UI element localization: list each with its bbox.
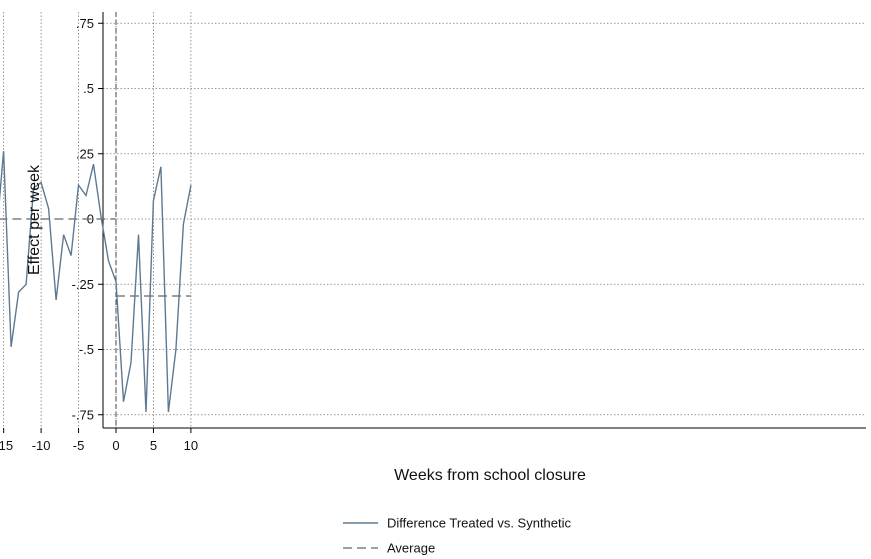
legend-label-difference: Difference Treated vs. Synthetic xyxy=(387,516,572,531)
x-tick-label: -10 xyxy=(32,438,51,453)
series xyxy=(0,12,192,428)
y-tick-label: -.5 xyxy=(79,342,94,357)
x-tick-label: -15 xyxy=(0,438,13,453)
legend: Difference Treated vs. Synthetic Average xyxy=(343,516,572,556)
y-tick-label: .75 xyxy=(76,16,94,31)
y-axis-title: Effect per week xyxy=(26,164,43,275)
x-axis-title: Weeks from school closure xyxy=(394,467,586,484)
y-tick-label: .5 xyxy=(83,81,94,96)
x-tick-label: 0 xyxy=(112,438,119,453)
x-tick-label: -5 xyxy=(73,438,85,453)
difference-series-line xyxy=(0,151,192,413)
y-tick-label: -.25 xyxy=(72,277,94,292)
x-tick-label: 5 xyxy=(150,438,157,453)
y-tick-label: .25 xyxy=(76,146,94,161)
axes: .75.5.250-.25-.5-.75-40-35-30-25-20-15-1… xyxy=(0,12,866,453)
legend-label-average: Average xyxy=(387,541,435,556)
y-tick-label: -.75 xyxy=(72,407,94,422)
x-tick-label: 10 xyxy=(184,438,198,453)
